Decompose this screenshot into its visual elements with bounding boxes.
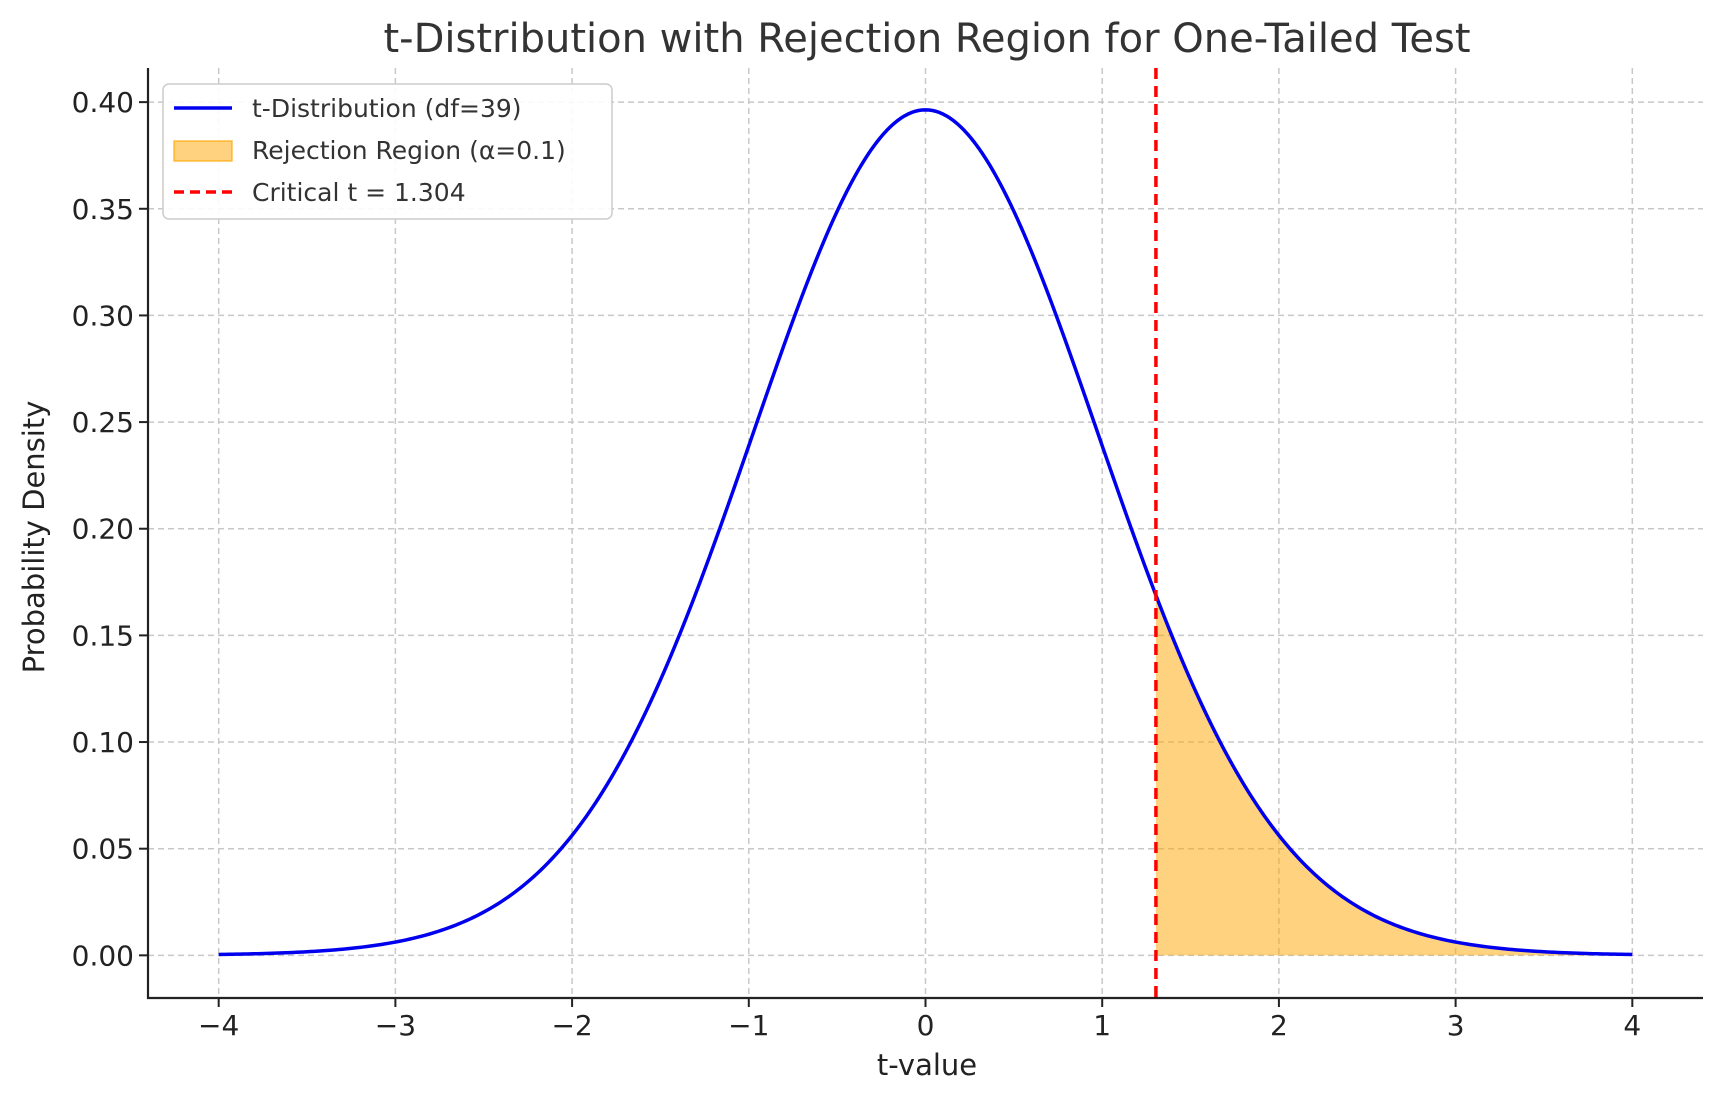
area-layer <box>1155 595 1633 956</box>
y-tick-label: 0.40 <box>72 86 134 119</box>
y-tick-label: 0.00 <box>72 939 134 972</box>
t-distribution-curve <box>218 108 1633 957</box>
legend-area-swatch <box>173 140 233 162</box>
rejection-region-area <box>1155 595 1633 956</box>
y-tick-label: 0.20 <box>72 513 134 546</box>
x-tick-label: 3 <box>1447 1009 1465 1042</box>
x-tick-label: 2 <box>1270 1009 1288 1042</box>
x-tick-label: 1 <box>1093 1009 1111 1042</box>
y-tick-label: 0.30 <box>72 299 134 332</box>
y-tick-label: 0.05 <box>72 833 134 866</box>
y-tick-label: 0.35 <box>72 193 134 226</box>
y-axis-label: Probability Density <box>17 401 51 674</box>
x-tick-label: 4 <box>1623 1009 1641 1042</box>
legend-box <box>162 83 613 220</box>
legend-label-rejection: Rejection Region (α=0.1) <box>252 136 566 165</box>
chart-title: t-Distribution with Rejection Region for… <box>383 16 1470 62</box>
x-axis-label: t-value <box>877 1048 977 1082</box>
x-tick-label: −2 <box>551 1009 592 1042</box>
x-tick-label: −4 <box>198 1009 239 1042</box>
x-tick-label: −1 <box>728 1009 769 1042</box>
axes-layer: −4 −3 −2 −1 0 1 2 3 4 0.00 0.05 0.10 0.15 0.20 0.25 0.3… <box>72 68 1703 1042</box>
x-tick-label: 0 <box>917 1009 935 1042</box>
y-tick-label: 0.25 <box>72 406 134 439</box>
legend-label-distribution: t-Distribution (df=39) <box>252 94 522 123</box>
legend-label-critical: Critical t = 1.304 <box>252 178 466 207</box>
x-tick-label: −3 <box>375 1009 416 1042</box>
y-tick-label: 0.15 <box>72 619 134 652</box>
y-tick-label: 0.10 <box>72 726 134 759</box>
legend: t-Distribution (df=39) Rejection Region … <box>162 83 613 220</box>
axis-spines <box>146 68 1703 1000</box>
line-layer <box>218 68 1633 998</box>
